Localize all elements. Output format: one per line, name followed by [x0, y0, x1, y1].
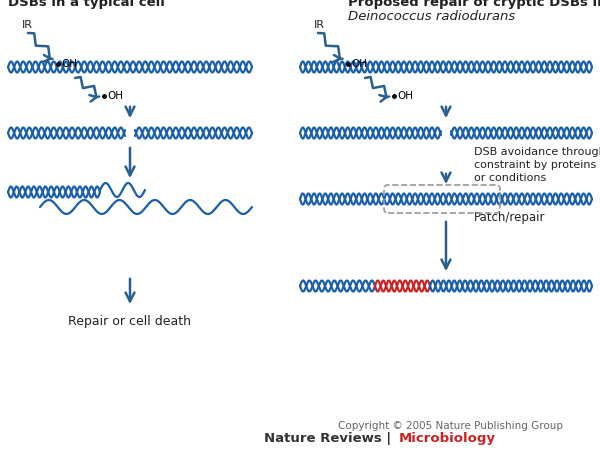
Text: OH: OH — [61, 59, 77, 69]
Text: Repair or cell death: Repair or cell death — [68, 315, 191, 328]
Text: DSB avoidance through
constraint by proteins
or conditions: DSB avoidance through constraint by prot… — [474, 147, 600, 183]
Text: OH: OH — [107, 91, 123, 101]
Text: Deinococcus radiodurans: Deinococcus radiodurans — [348, 10, 515, 23]
Text: Nature Reviews |: Nature Reviews | — [264, 432, 396, 445]
Text: Microbiology: Microbiology — [399, 432, 496, 445]
Text: OH: OH — [397, 91, 413, 101]
Text: Copyright © 2005 Nature Publishing Group: Copyright © 2005 Nature Publishing Group — [337, 421, 563, 431]
Text: OH: OH — [351, 59, 367, 69]
Text: Proposed repair of cryptic DSBs in: Proposed repair of cryptic DSBs in — [348, 0, 600, 9]
Text: IR: IR — [22, 20, 33, 30]
Text: IR: IR — [314, 20, 325, 30]
Text: DSBs in a typical cell: DSBs in a typical cell — [8, 0, 165, 9]
Text: Patch/repair: Patch/repair — [474, 211, 545, 224]
